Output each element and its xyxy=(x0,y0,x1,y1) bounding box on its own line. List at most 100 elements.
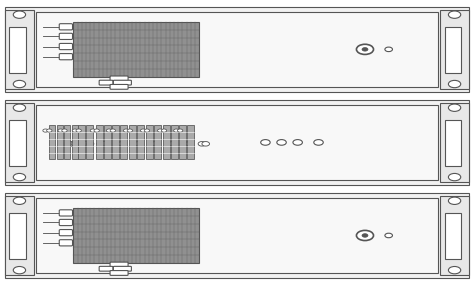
Bar xyxy=(440,103,469,182)
Circle shape xyxy=(100,142,108,146)
Circle shape xyxy=(385,47,392,52)
Bar xyxy=(445,120,461,166)
Bar xyxy=(187,125,194,159)
Circle shape xyxy=(152,142,159,146)
Bar xyxy=(56,125,63,159)
Circle shape xyxy=(293,140,302,145)
Bar xyxy=(49,125,55,159)
FancyBboxPatch shape xyxy=(110,76,128,81)
FancyBboxPatch shape xyxy=(59,219,73,226)
Circle shape xyxy=(72,129,78,132)
Circle shape xyxy=(356,44,374,54)
Circle shape xyxy=(157,129,163,132)
Bar xyxy=(86,125,92,159)
Circle shape xyxy=(71,142,79,146)
FancyBboxPatch shape xyxy=(59,210,73,216)
Circle shape xyxy=(448,197,461,204)
Bar xyxy=(73,208,199,263)
Bar xyxy=(137,125,144,159)
Circle shape xyxy=(356,230,374,241)
FancyBboxPatch shape xyxy=(113,266,131,271)
Circle shape xyxy=(76,129,82,132)
Bar xyxy=(9,27,26,73)
Circle shape xyxy=(362,234,368,237)
Circle shape xyxy=(165,142,173,146)
Bar xyxy=(440,10,469,89)
Circle shape xyxy=(135,142,142,146)
Bar xyxy=(73,22,199,77)
FancyBboxPatch shape xyxy=(59,24,73,30)
Circle shape xyxy=(62,129,67,132)
Bar xyxy=(112,125,119,159)
Bar xyxy=(96,125,103,159)
Circle shape xyxy=(118,142,126,146)
Bar xyxy=(445,27,461,73)
Circle shape xyxy=(110,129,116,132)
Bar xyxy=(36,198,438,273)
Bar xyxy=(180,125,186,159)
FancyBboxPatch shape xyxy=(59,33,73,39)
Circle shape xyxy=(177,129,183,132)
Circle shape xyxy=(13,266,26,274)
Circle shape xyxy=(58,129,64,132)
Bar xyxy=(445,213,461,259)
Circle shape xyxy=(94,129,100,132)
Circle shape xyxy=(277,140,286,145)
FancyBboxPatch shape xyxy=(59,240,73,246)
Circle shape xyxy=(448,266,461,274)
Bar xyxy=(5,103,34,182)
Circle shape xyxy=(82,142,90,146)
Bar xyxy=(36,12,438,87)
Bar xyxy=(5,193,469,278)
Circle shape xyxy=(106,129,112,132)
Bar xyxy=(440,196,469,275)
Circle shape xyxy=(86,142,94,146)
Circle shape xyxy=(43,129,48,132)
Circle shape xyxy=(97,142,104,146)
Circle shape xyxy=(131,142,138,146)
Circle shape xyxy=(186,142,193,146)
Circle shape xyxy=(202,142,210,146)
Circle shape xyxy=(115,142,122,146)
Circle shape xyxy=(314,140,323,145)
Circle shape xyxy=(173,129,179,132)
Circle shape xyxy=(123,129,129,132)
Circle shape xyxy=(13,11,26,18)
Bar xyxy=(9,120,26,166)
Bar xyxy=(129,125,136,159)
Bar xyxy=(5,100,469,185)
Bar xyxy=(171,125,178,159)
Circle shape xyxy=(13,104,26,111)
Bar xyxy=(78,125,85,159)
Circle shape xyxy=(261,140,270,145)
Circle shape xyxy=(198,142,206,146)
Bar xyxy=(5,196,34,275)
Circle shape xyxy=(13,80,26,88)
Bar xyxy=(154,125,161,159)
FancyBboxPatch shape xyxy=(59,43,73,50)
Circle shape xyxy=(90,129,96,132)
Circle shape xyxy=(385,233,392,238)
FancyBboxPatch shape xyxy=(59,54,73,60)
Bar xyxy=(146,125,153,159)
Circle shape xyxy=(140,129,146,132)
Circle shape xyxy=(67,142,75,146)
Circle shape xyxy=(448,80,461,88)
Circle shape xyxy=(448,173,461,181)
Circle shape xyxy=(182,142,190,146)
Bar xyxy=(164,125,170,159)
Circle shape xyxy=(362,48,368,51)
FancyBboxPatch shape xyxy=(110,85,128,89)
Circle shape xyxy=(448,104,461,111)
FancyBboxPatch shape xyxy=(99,266,113,271)
Circle shape xyxy=(448,11,461,18)
Bar xyxy=(104,125,110,159)
FancyBboxPatch shape xyxy=(99,80,113,85)
Circle shape xyxy=(127,129,133,132)
Bar xyxy=(5,10,34,89)
Circle shape xyxy=(13,173,26,181)
Bar xyxy=(72,125,78,159)
FancyBboxPatch shape xyxy=(59,230,73,236)
Bar xyxy=(36,105,438,180)
Bar xyxy=(5,7,469,92)
